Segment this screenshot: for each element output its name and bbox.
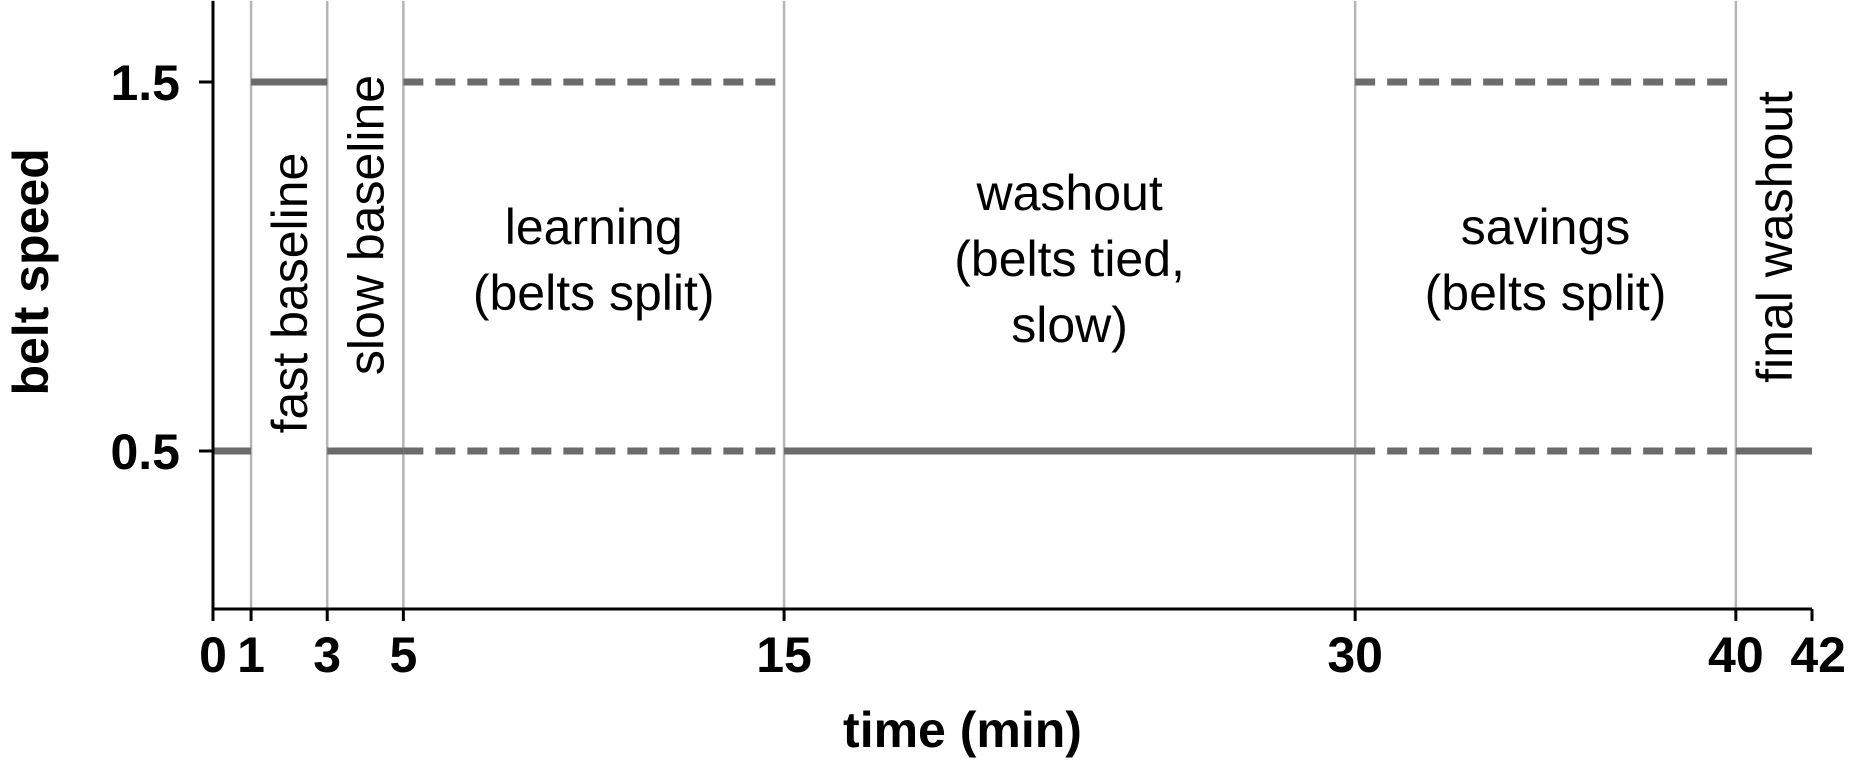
phase-labels: fast baseline slow baseline learning (belts… <box>262 75 1803 433</box>
x-tick-label: 15 <box>756 627 812 683</box>
x-tick-label: 40 <box>1708 627 1764 683</box>
y-axis-title: belt speed <box>3 148 59 395</box>
washout-label-line: washout <box>975 165 1162 221</box>
savings-label-line: savings <box>1461 199 1631 255</box>
x-axis-title: time (min) <box>843 702 1082 758</box>
x-tick-label: 1 <box>237 627 265 683</box>
washout-label-line: (belts tied, <box>954 231 1185 287</box>
y-tick-label: 1.5 <box>110 55 180 111</box>
slow-baseline-label: slow baseline <box>338 75 394 375</box>
x-tick-label: 3 <box>313 627 341 683</box>
learning-label-line: (belts split) <box>473 265 715 321</box>
x-tick-label: 42 <box>1790 627 1846 683</box>
y-tick-label: 0.5 <box>110 424 180 480</box>
x-tick-label: 0 <box>199 627 227 683</box>
x-tick-label: 30 <box>1327 627 1383 683</box>
axes <box>199 0 1814 621</box>
fast-baseline-label: fast baseline <box>262 153 318 434</box>
learning-label-line: learning <box>505 199 683 255</box>
tick-labels: 0 1 3 5 15 30 40 42 0.5 1.5 <box>110 55 1846 683</box>
phase-boundaries <box>249 0 1738 609</box>
savings-label-line: (belts split) <box>1425 265 1667 321</box>
final-washout-label: final washout <box>1747 91 1803 383</box>
x-tick-label: 5 <box>389 627 417 683</box>
washout-label-line: slow) <box>1011 297 1128 353</box>
speed-segments <box>213 78 1812 455</box>
